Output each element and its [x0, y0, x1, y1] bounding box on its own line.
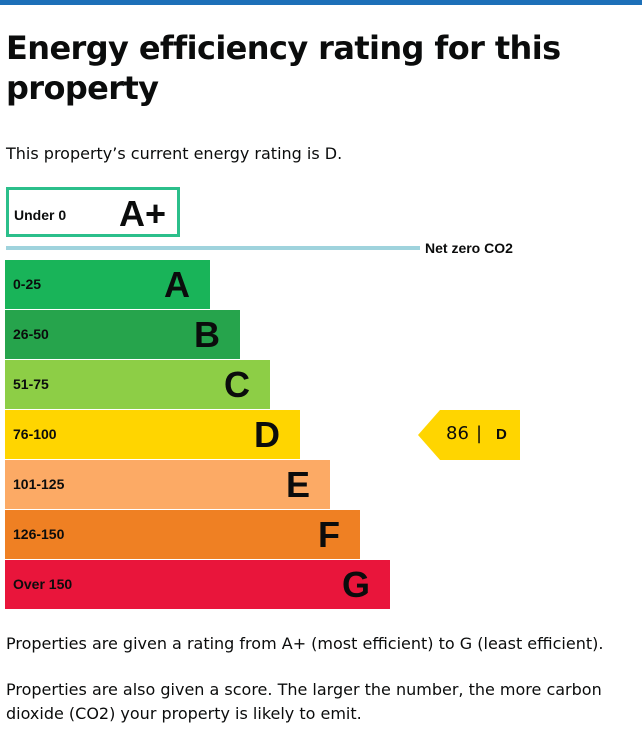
- band-aplus-range: Under 0: [14, 207, 67, 223]
- band-range: 126-150: [13, 526, 65, 542]
- current-letter: D: [496, 426, 507, 443]
- net-zero-line: [6, 246, 420, 250]
- band-letter: G: [341, 564, 370, 605]
- band-aplus: Under 0 A+: [6, 187, 180, 237]
- band-g: Over 150 G: [5, 560, 390, 609]
- band-letter: E: [285, 464, 310, 505]
- band-range: 26-50: [13, 326, 49, 342]
- page-title: Energy efficiency rating for this proper…: [6, 29, 561, 107]
- rating-explanation: Properties are given a rating from A+ (m…: [6, 634, 604, 653]
- current-rating-pointer: 86 | D: [418, 410, 520, 460]
- band-c: 51-75 C: [5, 360, 270, 409]
- band-letter: C: [224, 364, 250, 405]
- band-range: 0-25: [13, 276, 42, 292]
- band-letter: B: [194, 314, 220, 355]
- band-e: 101-125 E: [5, 460, 330, 509]
- band-letter: F: [318, 514, 340, 555]
- band-range: 76-100: [13, 426, 57, 442]
- band-aplus-letter: A+: [119, 193, 167, 234]
- band-letter: A: [164, 264, 190, 305]
- band-f: 126-150 F: [5, 510, 360, 559]
- band-letter: D: [254, 414, 280, 455]
- band-d: 76-100 D: [5, 410, 300, 459]
- pointer-arrow-shape: [418, 410, 520, 460]
- net-zero-label: Net zero CO2: [425, 240, 513, 256]
- band-range: 101-125: [13, 476, 65, 492]
- band-b: 26-50 B: [5, 310, 240, 359]
- score-explanation: Properties are also given a score. The l…: [6, 680, 602, 723]
- band-range: Over 150: [13, 576, 73, 592]
- current-rating-text: This property’s current energy rating is…: [6, 144, 343, 163]
- current-score: 86: [446, 423, 469, 444]
- band-a: 0-25 A: [5, 260, 210, 309]
- score-separator: |: [476, 423, 483, 444]
- top-rule: [0, 0, 642, 5]
- band-range: 51-75: [13, 376, 49, 392]
